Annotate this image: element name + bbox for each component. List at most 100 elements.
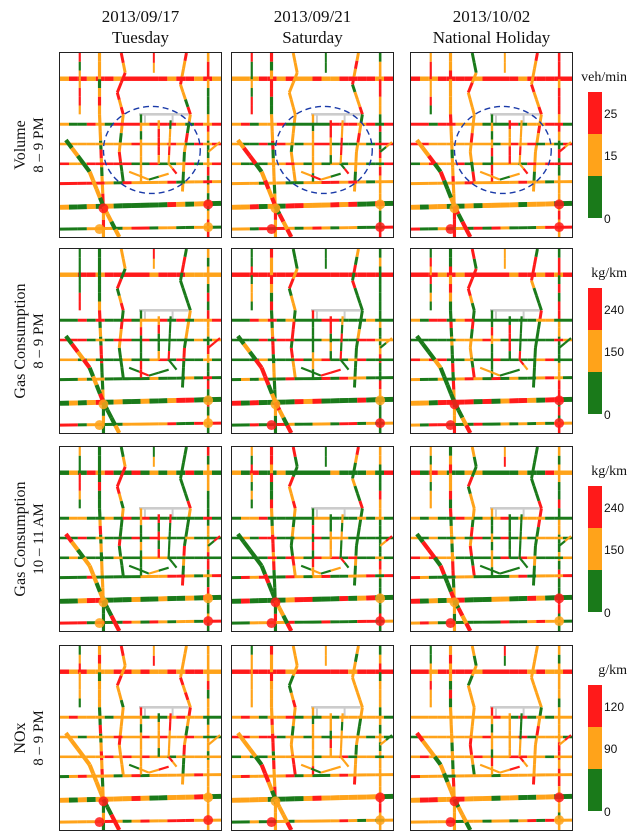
legend-color-segment bbox=[588, 727, 602, 769]
road bbox=[411, 399, 572, 403]
legend-tick-label: 150 bbox=[604, 543, 624, 557]
junction-marker bbox=[554, 222, 564, 232]
road bbox=[232, 775, 393, 777]
road bbox=[232, 597, 393, 601]
legend-tick-label: 150 bbox=[604, 345, 624, 359]
road bbox=[129, 172, 169, 180]
legend-tick-label: 120 bbox=[604, 700, 624, 714]
road bbox=[181, 249, 191, 387]
junction-marker bbox=[554, 616, 564, 626]
junction-marker bbox=[446, 224, 456, 234]
road-network-map bbox=[232, 646, 393, 830]
road bbox=[169, 514, 177, 567]
road-network-map bbox=[232, 249, 393, 433]
junction-marker bbox=[95, 618, 105, 628]
junction-marker bbox=[450, 597, 460, 607]
column-day: Tuesday bbox=[56, 27, 226, 48]
road bbox=[117, 53, 125, 182]
junction-marker bbox=[203, 815, 213, 825]
junction-marker bbox=[99, 597, 109, 607]
junction-marker bbox=[450, 796, 460, 806]
legend-color-segment bbox=[588, 685, 602, 727]
column-date: 2013/10/02 bbox=[407, 6, 577, 27]
road bbox=[480, 765, 520, 773]
road bbox=[480, 368, 520, 376]
road bbox=[181, 646, 191, 784]
junction-marker bbox=[375, 792, 385, 802]
legend-tick-label: 0 bbox=[604, 606, 611, 620]
junction-marker bbox=[554, 395, 564, 405]
row-metric: Gas Consumption bbox=[11, 283, 30, 398]
road bbox=[169, 120, 177, 173]
road bbox=[411, 597, 572, 601]
road bbox=[66, 140, 119, 237]
legend-tick-label: 240 bbox=[604, 303, 624, 317]
road bbox=[232, 399, 393, 403]
color-legend-bar bbox=[588, 288, 602, 414]
junction-marker bbox=[267, 420, 277, 430]
road bbox=[60, 203, 221, 207]
map-panel bbox=[410, 645, 573, 831]
road bbox=[232, 621, 393, 623]
legend-color-segment bbox=[588, 769, 602, 811]
legend-tick-label: 0 bbox=[604, 212, 611, 226]
junction-marker bbox=[375, 616, 385, 626]
road bbox=[60, 597, 221, 601]
road bbox=[169, 713, 177, 766]
road-network-map bbox=[60, 249, 221, 433]
junction-marker bbox=[271, 203, 281, 213]
road-network-map bbox=[411, 447, 572, 631]
row-metric: Gas Consumption bbox=[11, 481, 30, 596]
map-panel bbox=[231, 52, 394, 238]
road bbox=[468, 447, 476, 576]
color-legend-bar bbox=[588, 685, 602, 811]
color-legend-bar bbox=[588, 92, 602, 218]
junction-marker bbox=[554, 199, 564, 209]
road bbox=[129, 566, 169, 574]
road-network-map bbox=[411, 53, 572, 237]
road bbox=[532, 249, 542, 387]
junction-marker bbox=[267, 817, 277, 827]
road bbox=[169, 316, 177, 369]
map-panel bbox=[59, 645, 222, 831]
junction-marker bbox=[554, 418, 564, 428]
junction-marker bbox=[203, 199, 213, 209]
junction-marker bbox=[203, 222, 213, 232]
junction-marker bbox=[203, 418, 213, 428]
road bbox=[411, 423, 572, 425]
road bbox=[289, 249, 297, 378]
road bbox=[60, 399, 221, 403]
road bbox=[520, 316, 528, 369]
junction-marker bbox=[375, 815, 385, 825]
road bbox=[238, 336, 291, 433]
column-day: Saturday bbox=[228, 27, 398, 48]
road-network-map bbox=[411, 646, 572, 830]
legend-tick-label: 90 bbox=[604, 742, 617, 756]
road bbox=[117, 447, 125, 576]
road bbox=[520, 514, 528, 567]
junction-marker bbox=[375, 418, 385, 428]
row-time: 8 – 9 PM bbox=[30, 117, 49, 172]
junction-marker bbox=[554, 815, 564, 825]
road bbox=[353, 249, 363, 387]
road bbox=[289, 53, 297, 182]
legend-color-segment bbox=[588, 570, 602, 612]
junction-marker bbox=[267, 224, 277, 234]
road bbox=[411, 378, 572, 380]
road bbox=[232, 182, 393, 184]
row-metric: NOx bbox=[11, 710, 30, 765]
road-network-map bbox=[60, 646, 221, 830]
legend-tick-label: 240 bbox=[604, 501, 624, 515]
road bbox=[411, 796, 572, 800]
legend-color-segment bbox=[588, 330, 602, 372]
road-network-map bbox=[232, 447, 393, 631]
map-panel bbox=[410, 52, 573, 238]
junction-marker bbox=[267, 618, 277, 628]
road bbox=[238, 140, 291, 237]
junction-marker bbox=[446, 817, 456, 827]
junction-marker bbox=[203, 792, 213, 802]
road-network-map bbox=[60, 447, 221, 631]
road bbox=[417, 733, 470, 830]
